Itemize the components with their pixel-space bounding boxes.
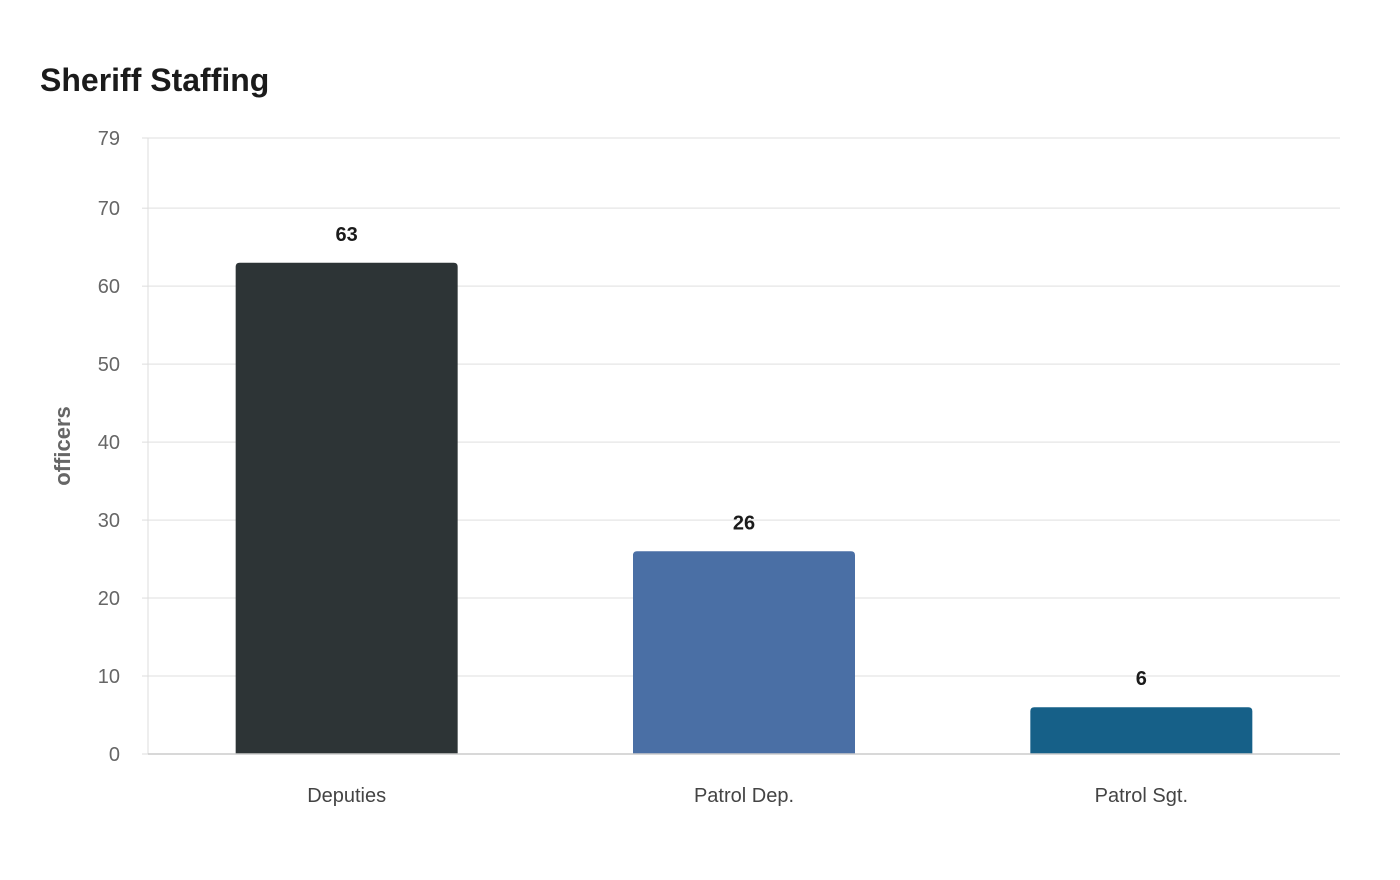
x-axis: Deputies Patrol Dep. Patrol Sgt. bbox=[148, 753, 1340, 807]
x-tick-label: Deputies bbox=[307, 785, 386, 807]
y-tick-label: 79 bbox=[98, 128, 120, 150]
y-tick-label: 30 bbox=[98, 510, 120, 532]
bar-value-label: 26 bbox=[733, 512, 755, 534]
bar-value-label: 6 bbox=[1136, 668, 1147, 690]
y-tick-label: 20 bbox=[98, 588, 120, 610]
y-tick-label: 50 bbox=[98, 354, 120, 376]
x-tick-label: Patrol Dep. bbox=[694, 785, 794, 807]
bar-value-label: 63 bbox=[336, 224, 358, 246]
y-tick-label: 60 bbox=[98, 276, 120, 298]
y-axis: 0 10 20 30 40 50 60 70 79 bbox=[98, 128, 149, 766]
y-axis-title: officers bbox=[50, 406, 75, 485]
x-tick-label: Patrol Sgt. bbox=[1095, 785, 1188, 807]
bars: 63 26 6 bbox=[235, 224, 1253, 754]
bar bbox=[1030, 707, 1253, 754]
y-tick-label: 40 bbox=[98, 432, 120, 454]
bar bbox=[235, 262, 458, 754]
chart-title: Sheriff Staffing bbox=[40, 62, 270, 98]
y-tick-label: 0 bbox=[109, 744, 120, 766]
y-tick-label: 10 bbox=[98, 666, 120, 688]
y-tick-label: 70 bbox=[98, 198, 120, 220]
bar bbox=[633, 551, 855, 754]
